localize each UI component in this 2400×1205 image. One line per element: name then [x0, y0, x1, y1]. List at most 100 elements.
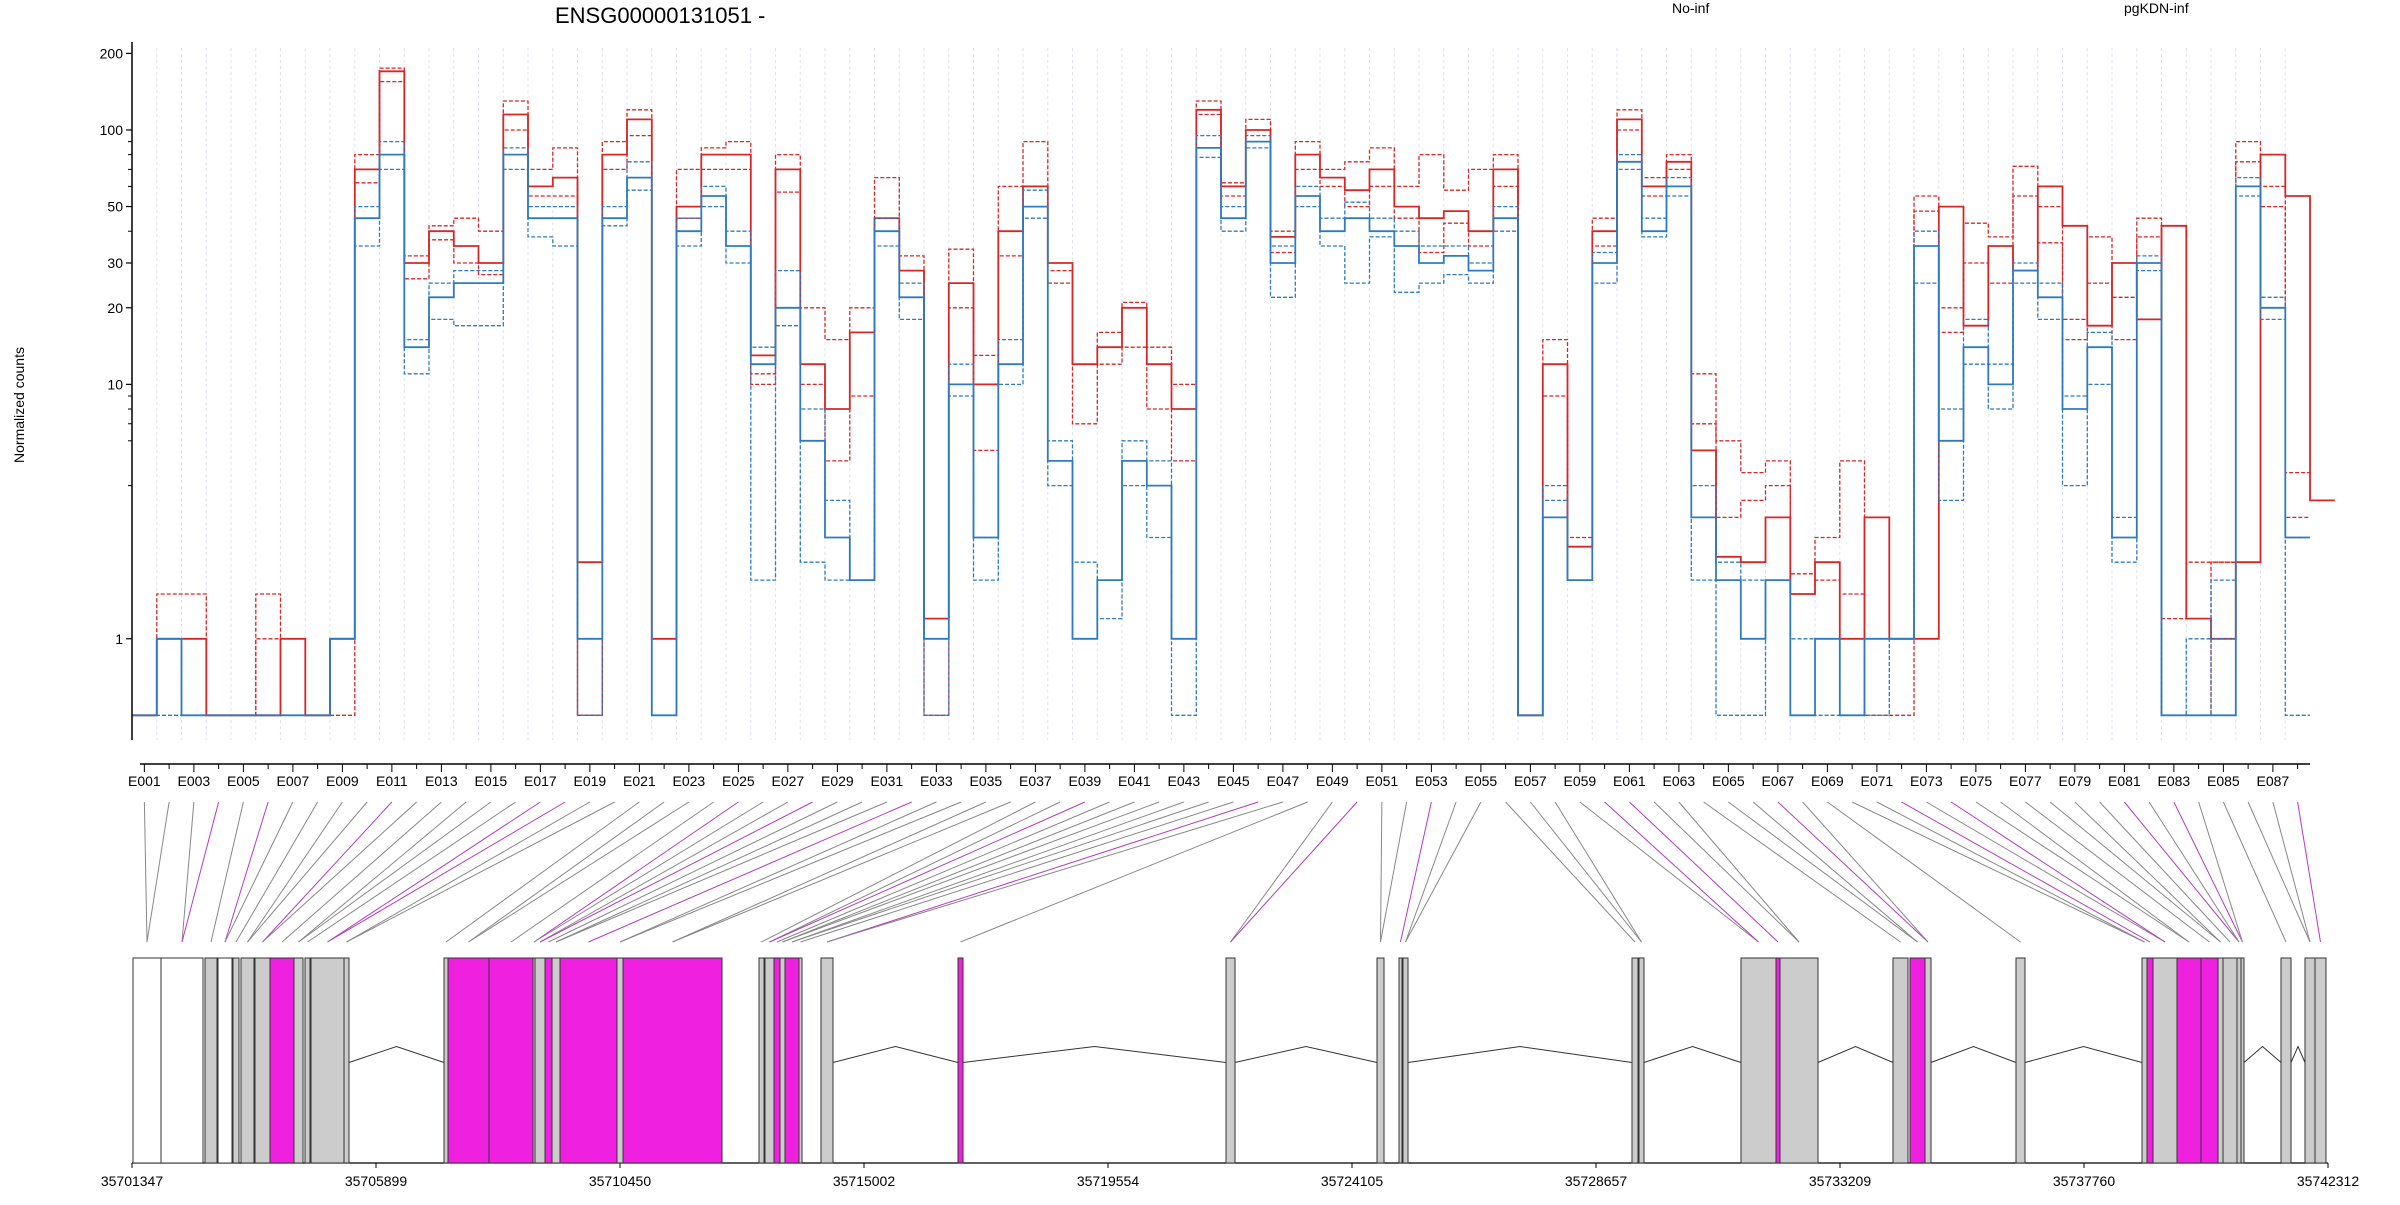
- x-tick-label: E057: [1514, 773, 1547, 789]
- exon-connector: [247, 801, 343, 943]
- exon-block: [343, 957, 350, 1164]
- exon-block: [1909, 957, 1926, 1164]
- x-tick-label: E067: [1762, 773, 1795, 789]
- exon-connector: [2222, 801, 2287, 943]
- exon-block: [1924, 957, 1932, 1164]
- exon-connector: [960, 801, 1308, 943]
- exon-block: [2146, 957, 2154, 1164]
- x-tick-label: E009: [326, 773, 359, 789]
- exon-connector: [539, 801, 789, 943]
- exon-block: [2217, 957, 2224, 1164]
- chart-title: ENSG00000131051 -: [555, 3, 765, 28]
- exon-block: [784, 957, 800, 1164]
- intron-line: [2024, 1045, 2143, 1063]
- exon-connector: [588, 801, 912, 943]
- exon-block: [269, 957, 295, 1164]
- exon-connector: [235, 801, 319, 943]
- exon-block: [443, 957, 449, 1164]
- exon-connector: [1802, 801, 1929, 943]
- exon-connector: [782, 801, 1160, 943]
- x-tick-label: E037: [1019, 773, 1052, 789]
- exon-connector: [1629, 801, 1779, 943]
- intron-line: [2290, 1045, 2306, 1063]
- exon-block: [2236, 957, 2242, 1164]
- exon-block: [2015, 957, 2026, 1164]
- exon-connector: [468, 801, 665, 943]
- exon-block: [544, 957, 553, 1164]
- exon-block: [1892, 957, 1909, 1164]
- exon-block: [217, 957, 233, 1164]
- exon-connector: [791, 801, 1185, 943]
- exon-block: [1740, 957, 1777, 1164]
- exon-connector: [782, 801, 1135, 943]
- x-tick-label: E047: [1267, 773, 1300, 789]
- x-tick-label: E085: [2207, 773, 2240, 789]
- exon-connector: [1230, 801, 1358, 943]
- x-tick-label: E033: [920, 773, 953, 789]
- x-tick-label: E001: [128, 773, 161, 789]
- exon-connector: [1851, 801, 2145, 943]
- exon-connector: [2074, 801, 2221, 943]
- genomic-tick-label: 35742312: [2297, 1173, 2360, 1189]
- exon-connector: [2025, 801, 2210, 943]
- exon-block: [1775, 957, 1781, 1164]
- exon-connector: [1505, 801, 1636, 943]
- exon-block: [447, 957, 490, 1164]
- exon-connector: [2247, 801, 2311, 943]
- exon-block: [1398, 957, 1403, 1164]
- y-tick-label: 20: [107, 300, 123, 316]
- exon-connector: [1579, 801, 1759, 943]
- exon-connector: [181, 801, 195, 943]
- exon-connector: [1554, 801, 1642, 943]
- y-tick-label: 50: [107, 199, 123, 215]
- exon-connector: [510, 801, 714, 943]
- exon-connector: [672, 801, 1011, 943]
- exon-connector: [2173, 801, 2243, 943]
- exon-connector: [672, 801, 987, 943]
- x-tick-label: E013: [425, 773, 458, 789]
- x-tick-label: E031: [871, 773, 904, 789]
- exon-connector: [1405, 801, 1482, 943]
- genomic-tick-label: 35728657: [1565, 1173, 1628, 1189]
- exon-connector: [281, 801, 442, 943]
- exon-connector: [1405, 801, 1457, 943]
- genomic-tick-label: 35701347: [101, 1173, 164, 1189]
- exon-connector: [1230, 801, 1333, 943]
- exon-block: [240, 957, 255, 1164]
- exon-connector: [1777, 801, 1929, 943]
- exon-connector: [1529, 801, 1642, 943]
- exon-block: [1225, 957, 1236, 1164]
- exon-connector: [327, 801, 566, 943]
- exon-connector: [445, 801, 640, 943]
- exon-connector: [539, 801, 813, 943]
- genomic-tick-label: 35715002: [833, 1173, 896, 1189]
- exon-connector: [1975, 801, 2190, 943]
- exon-connector: [619, 801, 962, 943]
- exon-block: [254, 957, 271, 1164]
- exon-connector: [2049, 801, 2221, 943]
- x-tick-label: E027: [772, 773, 805, 789]
- x-tick-label: E025: [722, 773, 755, 789]
- y-axis-label: Normalized counts: [11, 347, 27, 463]
- exon-block: [293, 957, 304, 1164]
- exon-block: [2141, 957, 2148, 1164]
- axis-layer: 1 10 20 30 50 100 200 E001 E003 E005 E007 E009 E011 E…: [100, 42, 2310, 789]
- exon-block: [764, 957, 775, 1164]
- exon-block: [779, 957, 786, 1164]
- exon-connector: [143, 801, 148, 943]
- x-tick-label: E035: [970, 773, 1003, 789]
- exon-connector: [2198, 801, 2243, 943]
- y-tick-label: 1: [115, 631, 123, 647]
- exon-connector: [346, 801, 591, 943]
- exon-connector: [791, 801, 1209, 943]
- x-tick-label: E075: [1960, 773, 1993, 789]
- series-line-no-inf-0: [132, 70, 2335, 717]
- exon-block: [2200, 957, 2219, 1164]
- exon-block: [310, 957, 345, 1164]
- gene-model-layer: 35701347 35705899 35710450 35715002 35719554…: [101, 957, 2360, 1189]
- intron-line: [1643, 1045, 1742, 1063]
- exon-connector: [468, 801, 690, 943]
- exon-connector: [2000, 801, 2190, 943]
- exon-connector: [1926, 801, 2166, 943]
- exon-connector: [262, 801, 417, 943]
